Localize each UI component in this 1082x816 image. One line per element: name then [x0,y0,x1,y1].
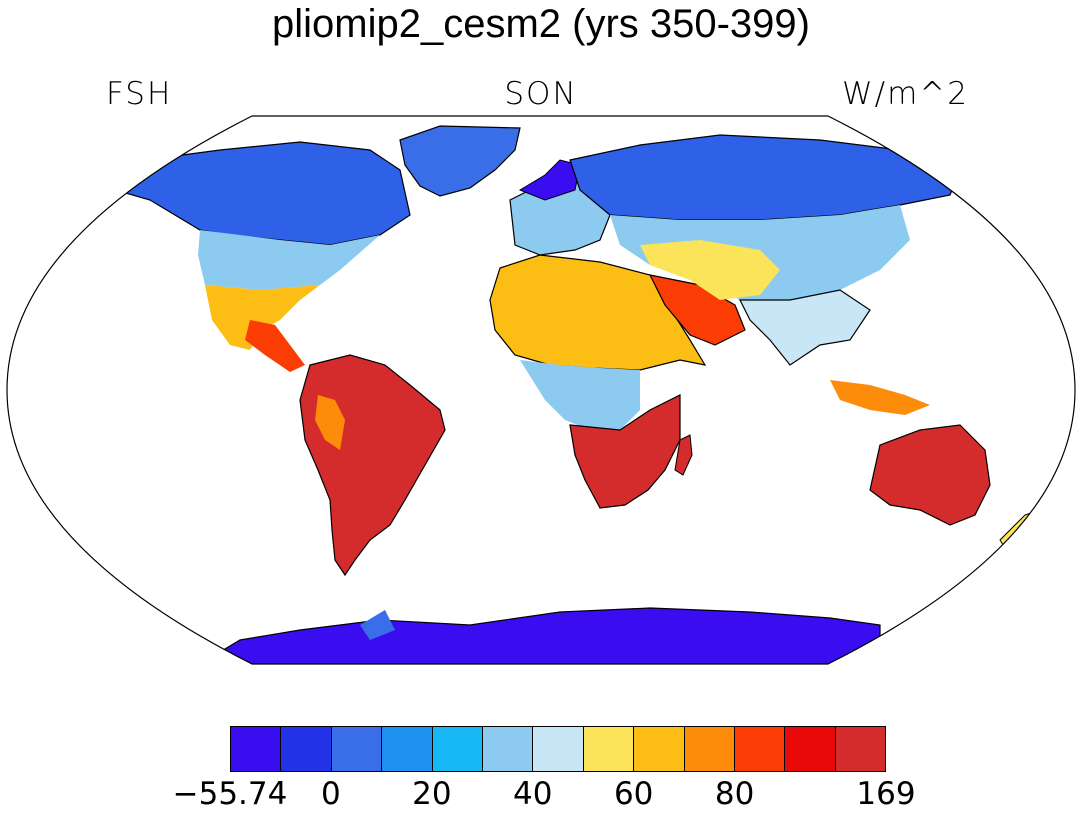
colorbar-box [634,727,685,771]
antarctic-peninsula [360,610,395,640]
greenland-region [399,125,521,197]
colorbar-box [231,727,282,771]
colorbar-box [684,727,735,771]
map-title: pliomip2_cesm2 (yrs 350-399) [271,2,810,46]
colorbar-box [533,727,584,771]
colorbar-box [835,727,886,771]
colorbar-box [331,727,383,771]
south-america-andes [315,395,345,450]
colorbar-tick-label: 80 [714,776,755,812]
south-america [299,354,446,577]
north-america-mid [198,230,380,290]
colorbar-tick-label: 40 [513,776,553,812]
colorbar-box [482,727,534,771]
map-outline [6,115,1076,665]
colorbar-labels: −55.74 0 20 40 60 80 169 [0,776,1082,816]
colorbar-box [583,727,635,771]
colorbar-tick-label: 20 [412,776,452,812]
colorbar-box [785,727,836,771]
central-asia [640,240,780,300]
colorbar [230,726,886,772]
map-fields [114,125,1041,664]
colorbar-box [281,727,332,771]
central-america [245,320,305,372]
colorbar-box [432,727,483,771]
variable-label: FSH [106,76,173,112]
antarctica [197,607,881,664]
north-america-north [114,141,411,246]
australia [869,424,991,526]
africa-south [569,394,681,509]
units-label: W/m^2 [842,76,969,112]
season-label: SON [504,76,578,112]
new-zealand [999,509,1041,549]
africa-central [520,360,640,430]
colorbar-tick-label: 60 [613,776,654,812]
colorbar-tick-label: −55.74 [172,776,288,812]
colorbar-box [734,727,786,771]
africa-north [489,254,707,371]
colorbar-tick-label: 0 [321,776,341,812]
colorbar-box [382,727,433,771]
south-asia [739,289,871,366]
colorbar-tick-label: 169 [856,776,916,812]
madagascar [674,434,693,476]
asia-north [569,134,961,221]
north-america-south [205,285,320,350]
southeast-asia [830,380,930,415]
